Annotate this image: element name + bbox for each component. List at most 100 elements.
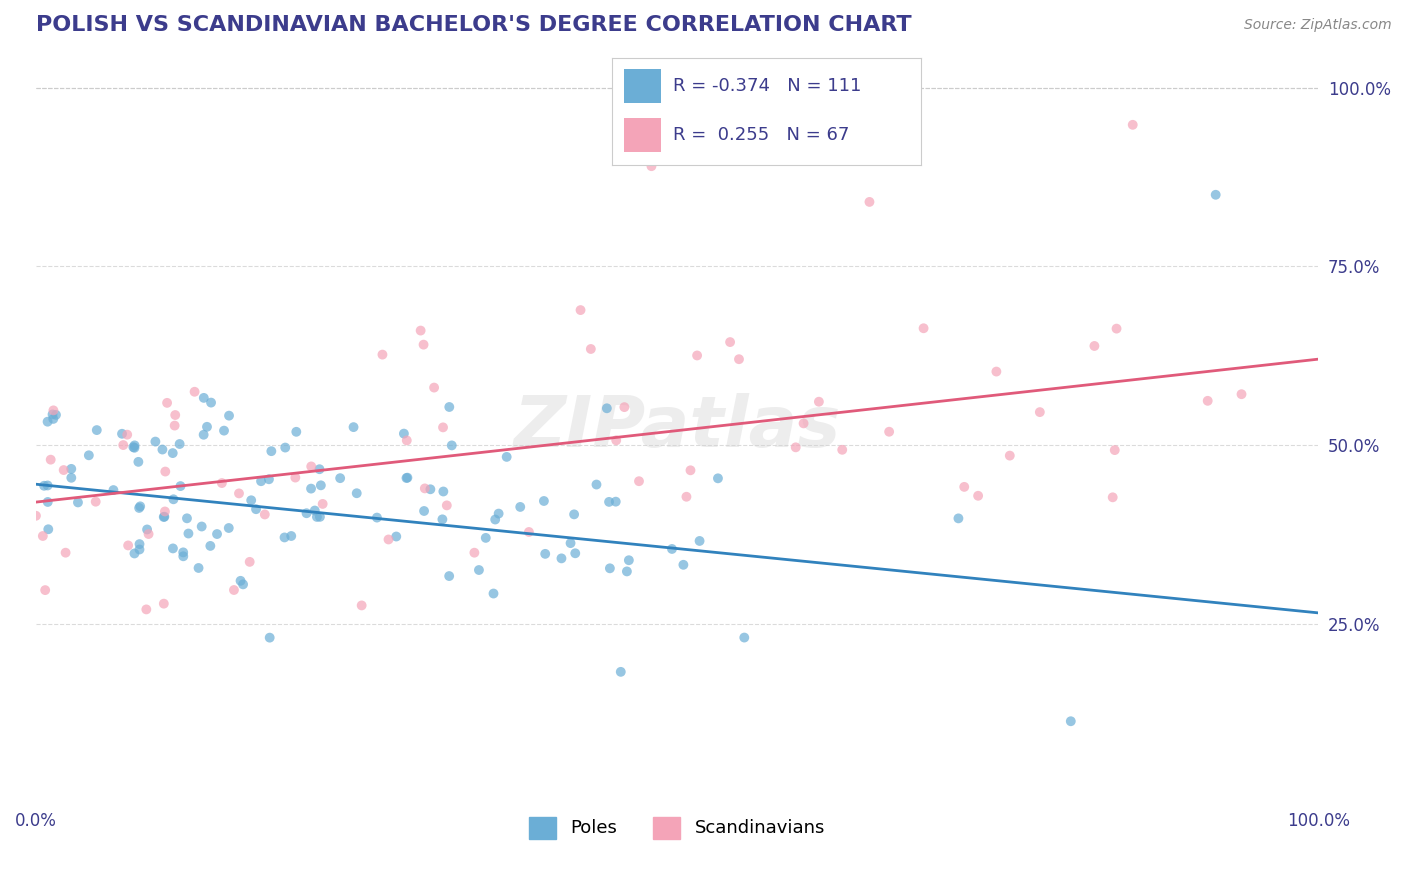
Text: POLISH VS SCANDINAVIAN BACHELOR'S DEGREE CORRELATION CHART: POLISH VS SCANDINAVIAN BACHELOR'S DEGREE… xyxy=(37,15,911,35)
Poles xyxy=(585,477,607,491)
Scandinavians xyxy=(211,476,233,491)
Poles xyxy=(304,503,326,517)
Poles xyxy=(124,441,146,455)
Poles xyxy=(177,526,200,541)
Scandinavians xyxy=(25,508,48,523)
Poles xyxy=(346,486,368,500)
Poles xyxy=(172,549,194,564)
Poles xyxy=(152,442,174,457)
Scandinavians xyxy=(807,394,830,409)
Poles xyxy=(193,427,215,442)
Scandinavians xyxy=(163,418,186,433)
Poles xyxy=(127,455,149,469)
Poles xyxy=(484,512,506,526)
Scandinavians xyxy=(463,546,485,560)
Scandinavians xyxy=(155,465,177,479)
Scandinavians xyxy=(135,602,157,616)
Poles xyxy=(596,401,619,416)
Poles xyxy=(162,446,184,460)
Scandinavians xyxy=(569,303,592,318)
Scandinavians xyxy=(395,434,418,448)
Poles xyxy=(598,495,620,509)
Poles xyxy=(1205,187,1227,202)
Poles xyxy=(274,441,297,455)
Poles xyxy=(468,563,491,577)
Poles xyxy=(60,471,83,485)
Scandinavians xyxy=(432,420,454,434)
Poles xyxy=(145,434,167,449)
Scandinavians xyxy=(718,334,741,349)
Poles xyxy=(672,558,695,572)
Scandinavians xyxy=(1105,321,1128,335)
Poles xyxy=(128,537,150,551)
Poles xyxy=(169,437,191,451)
Scandinavians xyxy=(409,324,432,338)
Poles xyxy=(77,448,100,462)
Poles xyxy=(200,539,222,553)
Scandinavians xyxy=(912,321,935,335)
Poles xyxy=(257,472,280,486)
Scandinavians xyxy=(1083,339,1105,353)
Poles xyxy=(280,529,302,543)
Poles xyxy=(212,424,235,438)
Scandinavians xyxy=(967,489,990,503)
Text: ZIPatlas: ZIPatlas xyxy=(513,392,841,461)
Scandinavians xyxy=(998,449,1021,463)
Poles xyxy=(124,546,146,560)
Scandinavians xyxy=(377,533,399,547)
Scandinavians xyxy=(413,482,436,496)
Poles xyxy=(533,494,555,508)
Scandinavians xyxy=(350,599,373,613)
Poles xyxy=(187,561,209,575)
Poles xyxy=(37,478,59,492)
Poles xyxy=(474,531,496,545)
Scandinavians xyxy=(877,425,900,439)
Scandinavians xyxy=(858,194,880,209)
Scandinavians xyxy=(222,582,245,597)
Poles xyxy=(366,510,388,524)
Poles xyxy=(437,569,460,583)
Poles xyxy=(124,438,146,452)
Poles xyxy=(948,511,970,525)
Scandinavians xyxy=(84,494,107,508)
Scandinavians xyxy=(831,442,853,457)
Poles xyxy=(218,409,240,423)
Scandinavians xyxy=(785,440,807,454)
Poles xyxy=(550,551,572,566)
Poles xyxy=(245,502,267,516)
Scandinavians xyxy=(1230,387,1253,401)
Scandinavians xyxy=(953,480,976,494)
Poles xyxy=(482,586,505,600)
Poles xyxy=(309,478,332,492)
Scandinavians xyxy=(153,504,176,518)
Poles xyxy=(432,484,454,499)
Poles xyxy=(41,408,63,422)
Legend: Poles, Scandinavians: Poles, Scandinavians xyxy=(522,809,832,846)
Poles xyxy=(610,665,633,679)
Text: R = -0.374   N = 111: R = -0.374 N = 111 xyxy=(673,77,862,95)
Scandinavians xyxy=(613,400,636,414)
Poles xyxy=(564,546,586,560)
Scandinavians xyxy=(436,499,458,513)
Poles xyxy=(329,471,352,485)
Poles xyxy=(195,419,218,434)
Poles xyxy=(45,408,67,422)
Scandinavians xyxy=(1122,118,1144,132)
Poles xyxy=(37,495,59,509)
Poles xyxy=(617,553,640,567)
Poles xyxy=(128,500,150,515)
Poles xyxy=(342,420,364,434)
Poles xyxy=(432,512,454,526)
Scandinavians xyxy=(31,529,53,543)
Poles xyxy=(232,577,254,591)
Poles xyxy=(86,423,108,437)
Scandinavians xyxy=(371,348,394,362)
Poles xyxy=(37,415,59,429)
Poles xyxy=(32,479,55,493)
Poles xyxy=(599,561,621,575)
Scandinavians xyxy=(112,438,135,452)
Poles xyxy=(285,425,308,439)
Poles xyxy=(66,495,89,509)
Poles xyxy=(162,541,184,556)
Poles xyxy=(162,492,184,507)
